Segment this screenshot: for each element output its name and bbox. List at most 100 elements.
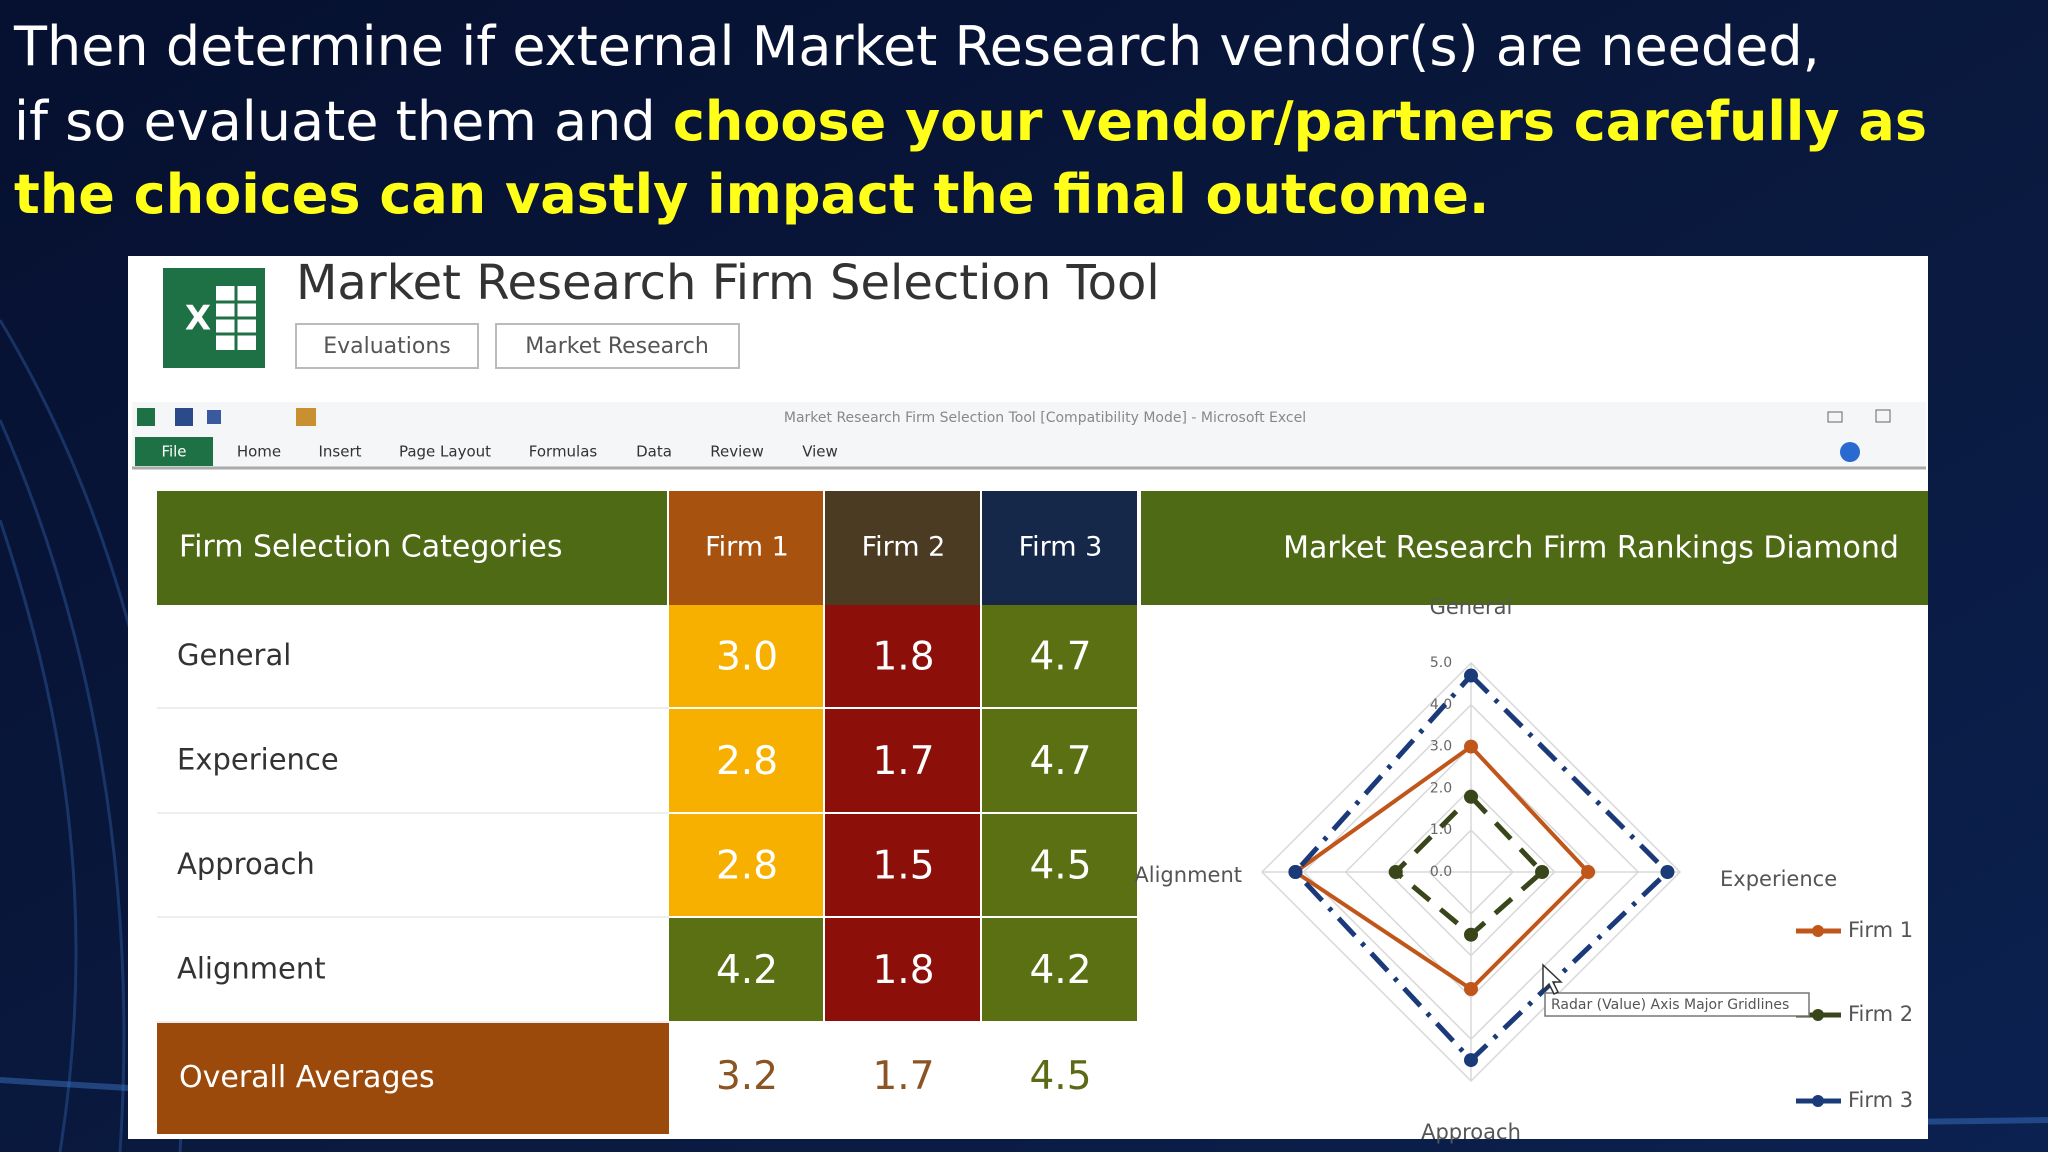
row-label: Approach — [177, 847, 315, 881]
ribbon-tab[interactable]: Home — [237, 443, 281, 461]
score: 2.8 — [716, 739, 778, 784]
series-marker — [1388, 865, 1403, 879]
legend-marker — [1812, 1095, 1824, 1107]
tab-button-label[interactable]: Evaluations — [323, 334, 451, 359]
window-title: Market Research Firm Selection Tool [Com… — [784, 410, 1306, 426]
score-cell — [982, 605, 1137, 707]
score-cell — [825, 918, 980, 1021]
ribbon-tab[interactable]: Insert — [318, 443, 361, 461]
header-cell — [982, 491, 1137, 605]
series-marker — [1464, 982, 1478, 997]
row-label: Alignment — [177, 952, 326, 986]
score: 4.2 — [1029, 948, 1091, 993]
series-marker — [1288, 865, 1303, 879]
score-cell — [825, 814, 980, 916]
score-cell — [982, 918, 1137, 1021]
heading-line: if so evaluate them and choose your vend… — [14, 90, 1927, 153]
score: 4.2 — [716, 948, 778, 993]
score-cell — [669, 709, 823, 812]
score: 1.5 — [872, 844, 934, 889]
legend-label: Firm 3 — [1848, 1088, 1913, 1112]
svg-text:X: X — [185, 299, 211, 339]
legend-marker — [1812, 1009, 1824, 1021]
category-label: Approach — [1421, 1120, 1521, 1144]
ribbon-tab[interactable]: Formulas — [529, 443, 598, 461]
series-marker — [1464, 739, 1478, 754]
score: 4.7 — [1029, 739, 1091, 784]
header-label: Firm Selection Categories — [179, 530, 562, 565]
series-marker — [1581, 865, 1596, 879]
header-cell — [669, 491, 823, 605]
row-label: Experience — [177, 743, 339, 777]
series-marker — [1464, 668, 1478, 683]
tab-button-label[interactable]: Market Research — [525, 334, 709, 359]
heading-highlight: choose your vendor/partners carefully as — [673, 90, 1927, 153]
ribbon — [132, 402, 1926, 468]
tab-button[interactable] — [495, 323, 740, 369]
tooltip-box — [1544, 992, 1810, 1017]
score: 2.8 — [716, 844, 778, 889]
header-cell — [825, 491, 980, 605]
category-label: Alignment — [1134, 863, 1242, 887]
app-title: Market Research Firm Selection Tool — [296, 255, 1160, 311]
row-label-cell — [157, 814, 669, 916]
heading-highlight: the choices can vastly impact the final … — [14, 163, 1489, 226]
score-cell — [669, 814, 823, 916]
summary-label-cell — [157, 1023, 669, 1134]
average: 4.5 — [1029, 1054, 1091, 1099]
average: 3.2 — [716, 1054, 778, 1099]
series-marker — [1660, 865, 1675, 879]
score: 4.7 — [1029, 635, 1091, 680]
row-label-cell — [157, 918, 669, 1021]
tooltip: Radar (Value) Axis Major Gridlines — [1551, 997, 1789, 1013]
tab-button[interactable] — [295, 323, 479, 369]
heading-text: if so evaluate them and — [14, 90, 656, 153]
score: 1.8 — [872, 948, 934, 993]
legend-label: Firm 2 — [1848, 1002, 1913, 1026]
excel-icon: X — [163, 268, 265, 368]
score: 4.5 — [1029, 844, 1091, 889]
ribbon-tab[interactable]: Data — [636, 443, 672, 461]
series-marker — [1464, 927, 1478, 942]
score-cell — [982, 814, 1137, 916]
r-tick-label: 1.0 — [1430, 822, 1452, 838]
cursor — [1542, 963, 1563, 996]
average: 1.7 — [872, 1054, 934, 1099]
series-marker — [1535, 865, 1550, 879]
r-tick-label: 0.0 — [1430, 864, 1452, 880]
file-tab[interactable] — [135, 437, 213, 466]
chart-title: Market Research Firm Rankings Diamond — [1283, 531, 1899, 566]
category-label: General — [1430, 595, 1513, 619]
header-label: Firm 2 — [862, 532, 946, 563]
chart-header — [1141, 491, 1928, 605]
row-label-cell — [157, 605, 669, 707]
ribbon-tab[interactable]: Review — [710, 443, 764, 461]
score: 1.8 — [872, 635, 934, 680]
ribbon-tab[interactable]: View — [802, 443, 838, 461]
series-marker — [1464, 789, 1478, 804]
score-cell — [825, 709, 980, 812]
score-cell — [982, 709, 1137, 812]
heading-line: Then determine if external Market Resear… — [13, 15, 1820, 78]
score: 3.0 — [716, 635, 778, 680]
row-label: General — [177, 638, 291, 672]
legend-label: Firm 1 — [1848, 918, 1913, 942]
r-tick-label: 2.0 — [1430, 780, 1452, 796]
legend-marker — [1812, 925, 1824, 937]
summary-label: Overall Averages — [179, 1060, 435, 1095]
r-tick-label: 5.0 — [1430, 655, 1452, 671]
category-label: Experience — [1720, 867, 1837, 891]
r-tick-label: 3.0 — [1430, 739, 1452, 755]
header-label: Firm 1 — [705, 532, 789, 563]
score: 1.7 — [872, 739, 934, 784]
header-label: Firm 3 — [1019, 532, 1103, 563]
ribbon-tab[interactable]: File — [161, 443, 186, 461]
ribbon-tab[interactable]: Page Layout — [399, 443, 491, 461]
score-cell — [669, 605, 823, 707]
score-cell — [669, 918, 823, 1021]
row-label-cell — [157, 709, 669, 812]
series-marker — [1464, 1053, 1478, 1068]
header-cell — [157, 491, 667, 605]
